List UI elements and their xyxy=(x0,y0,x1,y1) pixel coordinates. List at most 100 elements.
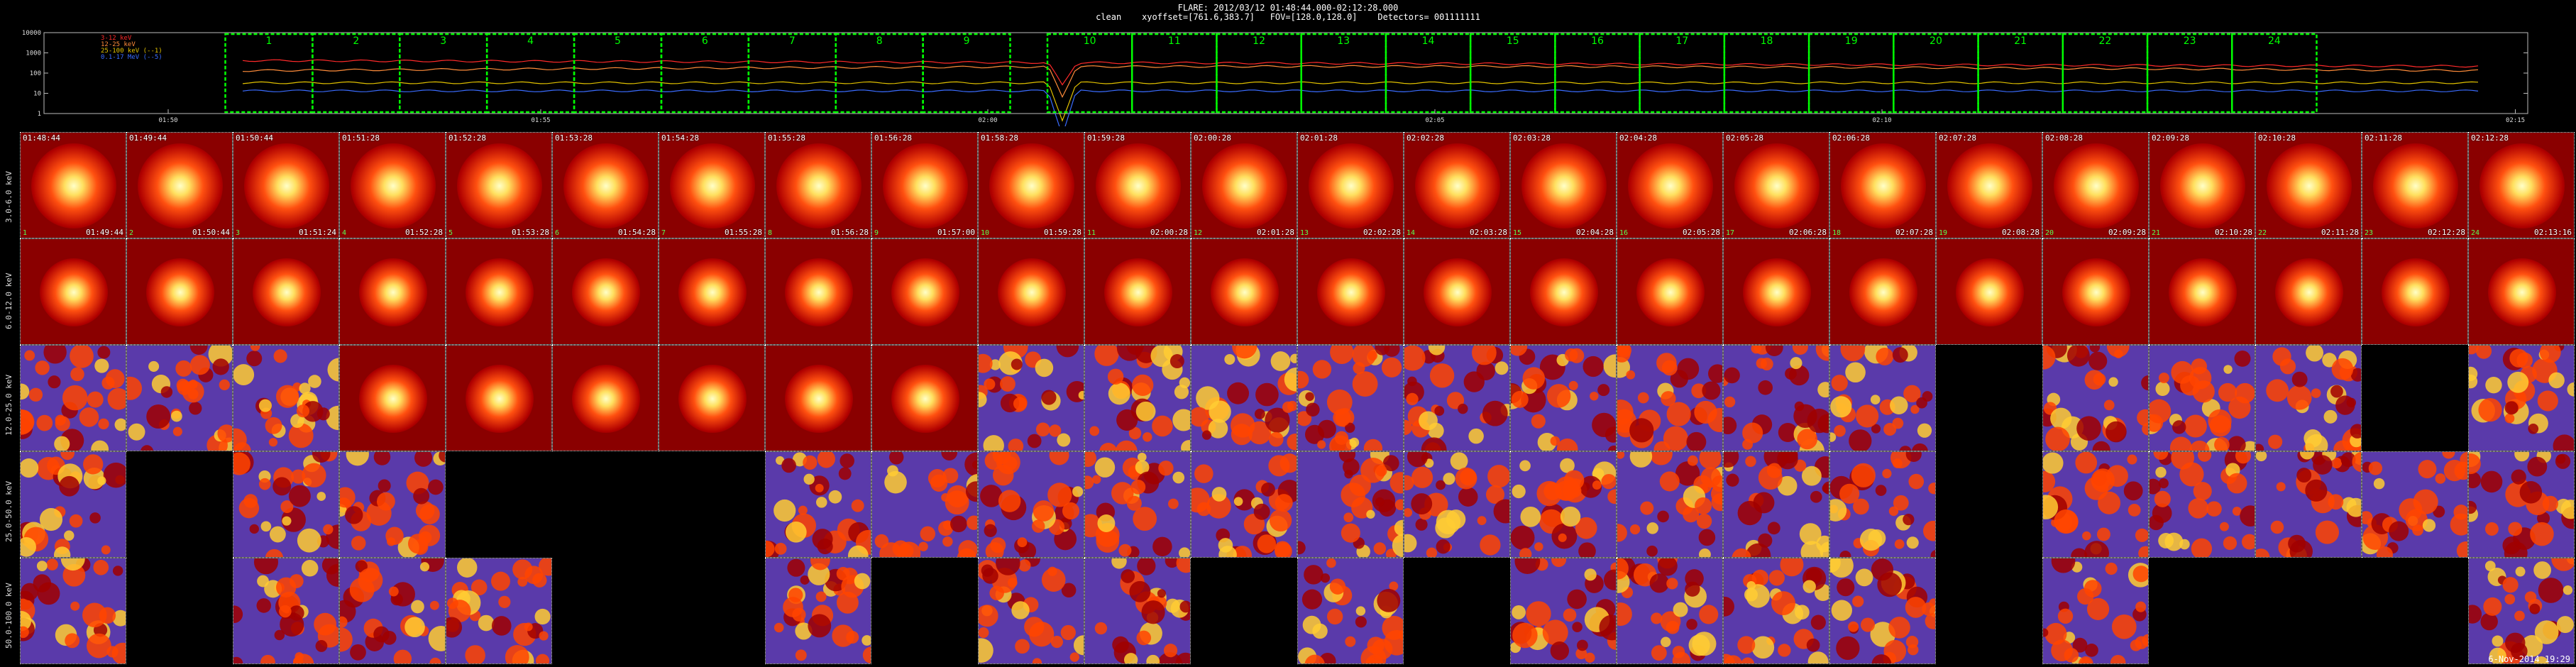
noise-blob xyxy=(2422,519,2436,532)
noise-blob xyxy=(2551,558,2574,571)
interval-box xyxy=(1385,33,1472,114)
noise-blob xyxy=(1522,367,1546,390)
noise-blob xyxy=(1906,536,1919,549)
noise-blob xyxy=(189,355,210,375)
noise-blob xyxy=(1436,480,1446,490)
noise-blob xyxy=(429,600,439,610)
image-cell xyxy=(126,345,233,451)
interval-label: 6 xyxy=(702,35,708,47)
noise-blob xyxy=(2484,522,2499,536)
source-blob xyxy=(2488,258,2556,326)
image-map xyxy=(659,239,764,344)
row-label: 50.0-100.0 keV xyxy=(4,582,13,649)
noise-blob xyxy=(2105,562,2118,575)
noise-blob xyxy=(1352,346,1377,368)
noise-blob xyxy=(505,645,529,663)
noise-blob xyxy=(2331,457,2343,469)
noise-blob xyxy=(1163,644,1178,658)
noise-blob xyxy=(2322,353,2337,368)
noise-blob xyxy=(1404,534,1417,553)
image-cell xyxy=(2468,345,2575,451)
noise-blob xyxy=(97,476,106,485)
noise-blob xyxy=(1421,437,1447,451)
cell-start-time: 02:06:28 xyxy=(1832,133,1870,143)
noise-blob xyxy=(1092,475,1101,484)
image-map xyxy=(872,346,977,451)
noise-blob xyxy=(112,610,126,627)
noise-blob xyxy=(958,540,977,557)
noise-blob xyxy=(107,387,126,410)
noise-blob xyxy=(2080,658,2091,663)
noise-blob xyxy=(1130,479,1146,495)
noise-blob xyxy=(1893,495,1909,511)
noise-blob xyxy=(1560,506,1581,527)
noise-blob xyxy=(1000,393,1020,413)
noise-blob xyxy=(2232,507,2242,516)
noise-blob xyxy=(1903,514,1915,526)
noise-blob xyxy=(1629,418,1654,443)
cell-start-time: 02:00:28 xyxy=(1194,133,1231,143)
noise-blob xyxy=(774,622,784,633)
noise-blob xyxy=(942,536,953,547)
noise-blob xyxy=(2103,399,2115,411)
image-cell xyxy=(446,238,552,345)
image-map xyxy=(233,239,338,344)
noise-blob xyxy=(950,515,967,533)
noise-blob xyxy=(33,574,52,592)
noise-blob xyxy=(1360,458,1386,483)
noise-blob xyxy=(1493,499,1509,524)
image-cell xyxy=(978,558,1084,664)
noise-blob xyxy=(2469,500,2477,514)
interval-box xyxy=(2062,33,2149,114)
noise-blob xyxy=(1137,558,1156,575)
noise-blob xyxy=(70,346,94,368)
noise-blob xyxy=(1905,636,1919,649)
noise-blob xyxy=(1270,351,1291,371)
noise-blob xyxy=(1011,601,1030,619)
source-blob xyxy=(2169,258,2237,326)
noise-blob xyxy=(983,435,1004,451)
noise-blob xyxy=(1666,402,1691,426)
cell-index: 20 xyxy=(2045,229,2054,237)
noise-blob xyxy=(1035,422,1050,437)
noise-blob xyxy=(888,452,904,465)
interval-box xyxy=(1130,33,1218,114)
noise-blob xyxy=(288,423,314,448)
interval-box xyxy=(922,33,1011,114)
cell-start-time: 02:02:28 xyxy=(1407,133,1444,143)
noise-blob xyxy=(2478,398,2502,422)
noise-blob xyxy=(87,633,111,658)
noise-blob xyxy=(2315,520,2339,544)
noise-blob xyxy=(1700,467,1722,488)
interval-label: 11 xyxy=(1168,35,1181,47)
noise-blob xyxy=(87,391,104,408)
source-blob xyxy=(351,143,436,228)
noise-blob xyxy=(2266,379,2289,402)
source-blob xyxy=(1211,258,1279,326)
image-map xyxy=(1617,346,1722,451)
noise-blob xyxy=(2442,452,2455,459)
lightcurve-trace xyxy=(242,89,2479,137)
cell-index: 1 xyxy=(23,229,28,237)
noise-blob xyxy=(1694,400,1717,424)
source-blob xyxy=(31,143,116,228)
noise-blob xyxy=(268,438,278,447)
image-map xyxy=(2043,133,2148,238)
noise-blob xyxy=(1041,390,1057,405)
noise-blob xyxy=(2111,614,2137,639)
noise-blob xyxy=(990,537,1006,553)
interval-label: 4 xyxy=(527,35,534,47)
noise-blob xyxy=(1724,654,1735,663)
image-map xyxy=(1404,452,1509,557)
noise-blob xyxy=(1326,389,1353,415)
noise-blob xyxy=(1389,472,1403,494)
noise-blob xyxy=(1111,558,1127,569)
noise-blob xyxy=(112,566,123,576)
image-map xyxy=(1724,452,1829,557)
noise-blob xyxy=(2066,346,2090,367)
image-cell xyxy=(446,345,552,451)
cell-end-time: 02:06:28 xyxy=(1789,228,1827,237)
noise-blob xyxy=(979,638,993,663)
noise-blob xyxy=(2311,388,2321,398)
noise-blob xyxy=(1261,482,1275,497)
